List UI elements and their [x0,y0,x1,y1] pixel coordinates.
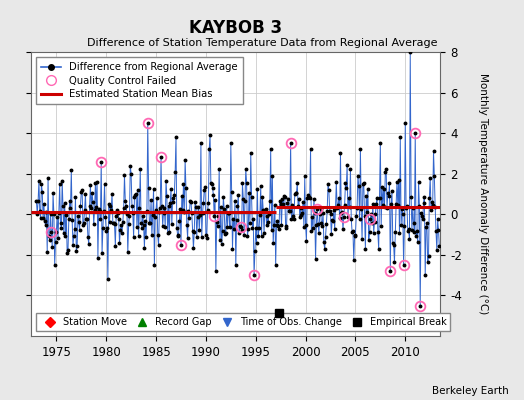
Text: Difference of Station Temperature Data from Regional Average: Difference of Station Temperature Data f… [87,38,437,48]
Y-axis label: Monthly Temperature Anomaly Difference (°C): Monthly Temperature Anomaly Difference (… [478,73,488,315]
Text: Berkeley Earth: Berkeley Earth [432,386,508,396]
Title: KAYBOB 3: KAYBOB 3 [189,18,282,36]
Legend: Station Move, Record Gap, Time of Obs. Change, Empirical Break: Station Move, Record Gap, Time of Obs. C… [36,313,450,331]
